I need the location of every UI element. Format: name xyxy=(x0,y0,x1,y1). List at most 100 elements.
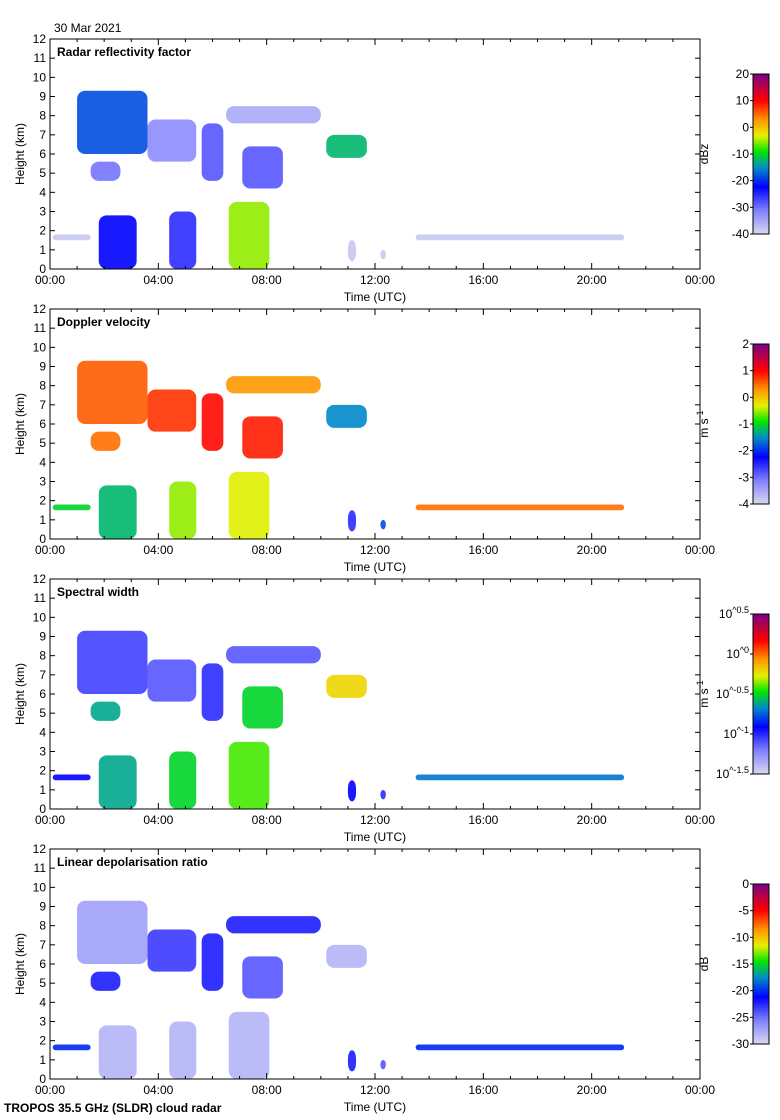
colorbar-segment xyxy=(753,660,769,663)
y-tick-label: 10 xyxy=(33,880,47,894)
colorbar-segment xyxy=(753,112,769,115)
colorbar-segment xyxy=(753,1032,769,1035)
x-tick-label: 20:00 xyxy=(577,273,607,287)
colorbar-segment xyxy=(753,622,769,625)
y-tick-label: 11 xyxy=(34,591,47,605)
colorbar-segment xyxy=(753,128,769,131)
colorbar-segment xyxy=(753,664,769,667)
y-tick-label: 8 xyxy=(39,649,46,663)
colorbar-segment xyxy=(753,368,769,371)
colorbar-segment xyxy=(753,478,769,481)
y-tick-label: 2 xyxy=(39,1034,46,1048)
colorbar-segment xyxy=(753,746,769,749)
colorbar-segment xyxy=(753,230,769,233)
colorbar-segment xyxy=(753,456,769,459)
x-axis-label: Time (UTC) xyxy=(344,1100,406,1114)
colorbar-segment xyxy=(753,654,769,657)
colorbar-segment xyxy=(753,490,769,493)
colorbar-segment xyxy=(753,626,769,629)
colorbar-segment xyxy=(753,990,769,993)
y-tick-label: 6 xyxy=(39,417,46,431)
x-tick-label: 12:00 xyxy=(360,543,390,557)
x-tick-label: 20:00 xyxy=(577,1083,607,1097)
colorbar-segment xyxy=(753,348,769,351)
colorbar-segment xyxy=(753,984,769,987)
colorbar-segment xyxy=(753,696,769,699)
colorbar-tick-label: 0 xyxy=(742,120,749,134)
colorbar-segment xyxy=(753,754,769,757)
colorbar-segment xyxy=(753,424,769,427)
colorbar-segment xyxy=(753,100,769,103)
colorbar-segment xyxy=(753,170,769,173)
cloud-region xyxy=(90,161,121,181)
colorbar-segment xyxy=(753,398,769,401)
colorbar-segment xyxy=(753,748,769,751)
colorbar-segment xyxy=(753,370,769,373)
colorbar-segment xyxy=(753,176,769,179)
colorbar-segment xyxy=(753,392,769,395)
colorbar-segment xyxy=(753,694,769,697)
colorbar-segment xyxy=(753,888,769,891)
colorbar-segment xyxy=(753,628,769,631)
cloud-region xyxy=(347,1050,357,1072)
colorbar-segment xyxy=(753,354,769,357)
colorbar-segment xyxy=(753,926,769,929)
colorbar-segment xyxy=(753,768,769,771)
colorbar-segment xyxy=(753,1018,769,1021)
colorbar-segment xyxy=(753,426,769,429)
cloud-region xyxy=(147,659,197,702)
colorbar-segment xyxy=(753,352,769,355)
colorbar-segment xyxy=(753,156,769,159)
y-tick-label: 9 xyxy=(39,90,46,104)
footer-label: TROPOS 35.5 GHz (SLDR) cloud radar xyxy=(4,1101,222,1115)
cloud-region xyxy=(226,916,321,934)
colorbar-segment xyxy=(753,212,769,215)
colorbar-segment xyxy=(753,658,769,661)
cloud-region xyxy=(415,504,625,511)
colorbar-segment xyxy=(753,438,769,441)
colorbar-segment xyxy=(753,986,769,989)
y-tick-label: 6 xyxy=(39,687,46,701)
colorbar-segment xyxy=(753,922,769,925)
cloud-region xyxy=(226,376,321,394)
date-label: 30 Mar 2021 xyxy=(54,21,122,35)
colorbar-segment xyxy=(753,122,769,125)
colorbar-tick-label: 0 xyxy=(742,390,749,404)
cloud-region xyxy=(52,504,91,511)
cloud-region xyxy=(201,933,224,991)
colorbar-segment xyxy=(753,690,769,693)
colorbar-segment xyxy=(753,718,769,721)
cloud-region xyxy=(242,956,283,999)
colorbar-segment xyxy=(753,674,769,677)
y-tick-label: 11 xyxy=(34,321,47,335)
colorbar-segment xyxy=(753,446,769,449)
colorbar-tick-label: 10 xyxy=(736,94,750,108)
y-tick-label: 3 xyxy=(39,205,46,219)
colorbar-segment xyxy=(753,732,769,735)
y-tick-label: 3 xyxy=(39,745,46,759)
colorbar-segment xyxy=(753,178,769,181)
cloud-region xyxy=(415,1044,625,1051)
cloud-region xyxy=(77,900,148,964)
colorbar-segment xyxy=(753,188,769,191)
colorbar-segment xyxy=(753,706,769,709)
x-tick-label: 08:00 xyxy=(252,813,282,827)
colorbar-segment xyxy=(753,114,769,117)
colorbar-segment xyxy=(753,1006,769,1009)
colorbar-segment xyxy=(753,500,769,503)
colorbar-segment xyxy=(753,440,769,443)
colorbar-segment xyxy=(753,198,769,201)
cloud-region xyxy=(169,751,197,809)
cloud-region xyxy=(52,1044,91,1051)
cloud-region xyxy=(147,389,197,432)
colorbar-segment xyxy=(753,374,769,377)
colorbar-segment xyxy=(753,734,769,737)
colorbar-segment xyxy=(753,138,769,141)
x-tick-label: 04:00 xyxy=(143,1083,173,1097)
cloud-region xyxy=(201,123,224,181)
colorbar-segment xyxy=(753,358,769,361)
cloud-region xyxy=(77,360,148,424)
colorbar-segment xyxy=(753,98,769,101)
colorbar-segment xyxy=(753,410,769,413)
